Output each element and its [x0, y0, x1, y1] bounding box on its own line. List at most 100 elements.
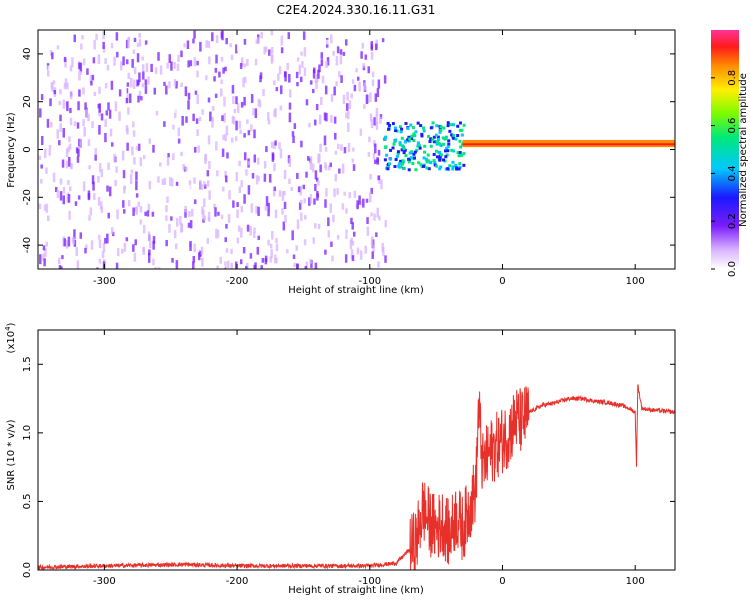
heatmap-cell — [192, 38, 195, 44]
heatmap-cell — [126, 82, 130, 87]
heatmap-cell — [291, 230, 294, 241]
heatmap-cell — [324, 249, 327, 255]
heatmap-cell — [416, 144, 420, 148]
heatmap-cell — [438, 156, 442, 160]
heatmap-cell — [45, 203, 49, 213]
heatmap-cell — [309, 160, 313, 170]
heatmap-cell — [221, 30, 224, 41]
heatmap-cell — [351, 79, 355, 84]
heatmap-cell — [95, 33, 98, 41]
heatmap-cell — [138, 72, 141, 83]
heatmap-cell — [315, 177, 319, 182]
heatmap-cell — [225, 37, 228, 45]
heatmap-cell — [133, 67, 137, 75]
heatmap-cell — [170, 61, 173, 71]
heatmap-cell — [412, 152, 416, 156]
heatmap-cell — [302, 31, 306, 40]
heatmap-cell — [445, 153, 449, 157]
heatmap-cell — [252, 108, 255, 116]
heatmap-cell — [206, 180, 210, 187]
heatmap-cell — [419, 124, 423, 128]
heatmap-cell — [273, 186, 277, 191]
heatmap-cell — [290, 186, 293, 191]
heatmap-cell — [458, 162, 462, 166]
heatmap-cell — [448, 164, 452, 168]
heatmap-cell — [141, 64, 145, 72]
heatmap-cell — [246, 224, 250, 232]
heatmap-cell — [329, 203, 333, 213]
heatmap-cell — [324, 146, 328, 152]
heatmap-cell — [132, 121, 135, 128]
heatmap-cell — [273, 163, 276, 172]
heatmap-cell — [70, 164, 73, 170]
heatmap-cell — [351, 255, 355, 262]
heatmap-cell — [140, 96, 143, 101]
heatmap-cell — [403, 140, 407, 144]
heatmap-cell — [214, 207, 217, 217]
heatmap-cell — [38, 155, 42, 160]
heatmap-cell — [288, 102, 292, 110]
heatmap-cell — [243, 96, 246, 106]
heatmap-cell — [125, 237, 129, 242]
heatmap-cell — [245, 169, 248, 176]
heatmap-cell — [408, 151, 412, 155]
heatmap-cell — [457, 154, 461, 158]
heatmap-cell — [144, 79, 148, 86]
heatmap-cell — [76, 156, 80, 163]
heatmap-cell — [399, 165, 403, 169]
heatmap-cell — [142, 155, 146, 160]
heatmap-cell — [318, 114, 322, 125]
heatmap-cell — [280, 47, 284, 54]
heatmap-cell — [205, 206, 209, 213]
heatmap-cell — [270, 249, 273, 259]
heatmap-cell — [318, 153, 321, 163]
heatmap-cell — [223, 239, 227, 245]
heatmap-cell — [85, 244, 88, 249]
heatmap-cell — [435, 142, 439, 146]
colorbar-tick-label: 0.8 — [727, 70, 738, 86]
heatmap-cell — [377, 175, 380, 181]
heatmap-cell — [157, 52, 160, 61]
heatmap-cell — [235, 44, 238, 54]
heatmap-cell — [423, 144, 427, 148]
snr-x-ticks: -300 -200 -100 0 100 — [93, 330, 645, 587]
heatmap-cell — [257, 37, 260, 44]
heatmap-cell — [239, 259, 243, 265]
heatmap-cell — [173, 106, 176, 113]
heatmap-cell — [56, 45, 60, 50]
heatmap-cell — [127, 107, 130, 115]
heatmap-cell — [300, 199, 303, 205]
heatmap-cell — [230, 262, 233, 269]
heatmap-cell — [91, 74, 95, 81]
heatmap-cell — [288, 73, 291, 83]
heatmap-cell — [439, 125, 443, 129]
heatmap-cell — [345, 112, 348, 119]
heatmap-cell — [118, 89, 122, 97]
heatmap-cell — [187, 60, 190, 68]
heatmap-cell — [58, 257, 61, 264]
heatmap-cell — [443, 137, 447, 141]
heatmap-cell — [286, 62, 289, 70]
heatmap-cell — [46, 67, 50, 77]
heatmap-cell — [64, 58, 67, 68]
heatmap-cell — [59, 178, 63, 185]
heatmap-cell — [374, 143, 377, 154]
heatmap-cell — [138, 32, 141, 38]
heatmap-cell — [312, 69, 316, 79]
heatmap-cell — [90, 80, 93, 86]
heatmap-cell — [399, 159, 403, 163]
heatmap-cell — [280, 35, 284, 46]
heatmap-cell — [224, 133, 227, 142]
heatmap-cell — [250, 124, 253, 132]
heatmap-cell — [138, 38, 142, 47]
x-tick-label: -100 — [358, 276, 381, 287]
heatmap-cell — [220, 79, 223, 84]
heatmap-cell — [391, 146, 395, 150]
heatmap-cell — [452, 149, 456, 153]
heatmap-cell — [442, 126, 446, 130]
heatmap-cell — [348, 100, 352, 109]
heatmap-cell — [64, 78, 68, 88]
heatmap-cell — [416, 121, 420, 125]
heatmap-cell — [243, 194, 246, 204]
